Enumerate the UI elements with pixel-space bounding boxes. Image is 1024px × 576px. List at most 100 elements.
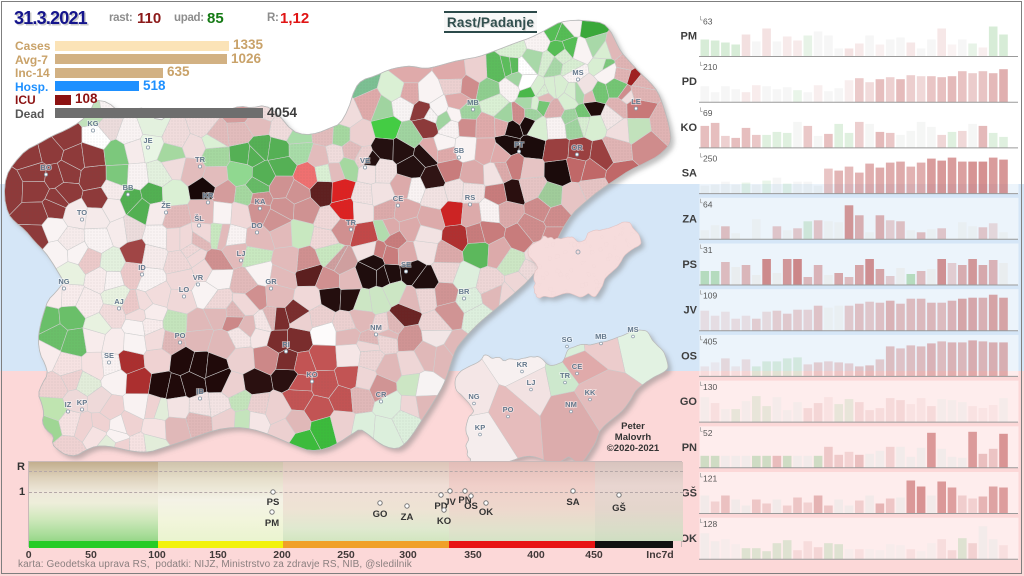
svg-text:250: 250 [703, 154, 717, 164]
svg-text:OK: OK [479, 507, 493, 518]
svg-text:0: 0 [26, 549, 32, 561]
svg-text:63: 63 [703, 17, 713, 27]
svg-text:NG: NG [58, 277, 69, 286]
svg-text:GO: GO [680, 396, 698, 408]
svg-text:KO: KO [306, 370, 317, 379]
svg-text:PN: PN [682, 442, 697, 454]
svg-text:OK: OK [681, 533, 698, 545]
svg-text:KO: KO [437, 516, 451, 527]
svg-text:SB: SB [454, 146, 465, 155]
svg-text:MS: MS [572, 68, 583, 77]
svg-text:405: 405 [703, 336, 717, 346]
svg-text:PM: PM [265, 518, 279, 529]
svg-text:CR: CR [376, 390, 387, 399]
svg-text:SG: SG [562, 335, 573, 344]
svg-text:LJ: LJ [237, 249, 246, 258]
svg-text:RS: RS [465, 193, 475, 202]
svg-text:TO: TO [77, 208, 87, 217]
svg-text:Inc7d: Inc7d [646, 549, 673, 561]
svg-text:SA: SA [566, 497, 579, 508]
svg-text:200: 200 [273, 549, 291, 561]
svg-text:PT: PT [514, 140, 524, 149]
svg-text:109: 109 [703, 291, 717, 301]
svg-text:PD: PD [434, 501, 447, 512]
svg-text:MS: MS [627, 325, 638, 334]
svg-text:LE: LE [631, 97, 641, 106]
svg-text:128: 128 [703, 519, 717, 529]
svg-text:IZ: IZ [65, 400, 72, 409]
svg-text:GŠ: GŠ [681, 487, 697, 500]
svg-text:130: 130 [703, 382, 717, 392]
svg-text:ID: ID [138, 263, 146, 272]
svg-text:PN: PN [458, 495, 471, 506]
svg-text:PD: PD [682, 76, 697, 88]
svg-text:JV: JV [684, 305, 698, 317]
svg-text:KK: KK [585, 388, 596, 397]
svg-text:MB: MB [467, 98, 479, 107]
svg-text:©2020-2021: ©2020-2021 [607, 443, 660, 454]
svg-text:SE: SE [104, 351, 114, 360]
svg-text:Malovrh: Malovrh [615, 432, 652, 443]
svg-text:KP: KP [77, 398, 87, 407]
svg-text:BB: BB [123, 183, 134, 192]
svg-text:KO: KO [681, 122, 698, 134]
svg-text:31: 31 [703, 245, 713, 255]
svg-text:TR: TR [195, 155, 206, 164]
svg-text:CE: CE [572, 362, 582, 371]
svg-text:OS: OS [681, 350, 697, 362]
svg-text:MB: MB [595, 332, 607, 341]
svg-text:TR: TR [346, 218, 357, 227]
svg-text:ZA: ZA [401, 512, 414, 523]
svg-text:PS: PS [682, 259, 697, 271]
svg-text:300: 300 [399, 549, 417, 561]
svg-text:ZA: ZA [682, 213, 697, 225]
svg-text:NG: NG [468, 392, 479, 401]
svg-text:PO: PO [175, 331, 186, 340]
svg-text:DO: DO [251, 221, 262, 230]
svg-text:IB: IB [196, 387, 204, 396]
svg-text:JE: JE [143, 136, 152, 145]
svg-text:121: 121 [703, 474, 717, 484]
svg-text:69: 69 [703, 108, 713, 118]
svg-text:350: 350 [464, 549, 482, 561]
svg-text:100: 100 [148, 549, 166, 561]
svg-text:150: 150 [209, 549, 227, 561]
svg-text:TR: TR [560, 371, 571, 380]
svg-text:400: 400 [527, 549, 545, 561]
svg-text:RI: RI [282, 340, 290, 349]
svg-text:CE: CE [393, 194, 403, 203]
svg-text:210: 210 [703, 62, 717, 72]
svg-text:AJ: AJ [114, 297, 124, 306]
svg-text:64: 64 [703, 199, 713, 209]
svg-text:VE: VE [360, 156, 370, 165]
svg-text:JV: JV [444, 497, 456, 508]
svg-text:BR: BR [459, 287, 470, 296]
svg-text:OS: OS [464, 501, 478, 512]
svg-text:250: 250 [337, 549, 355, 561]
svg-text:SE: SE [401, 260, 411, 269]
svg-text:VR: VR [193, 273, 204, 282]
svg-text:PM: PM [681, 31, 698, 43]
svg-text:GR: GR [265, 277, 277, 286]
svg-text:LO: LO [179, 285, 190, 294]
svg-text:KP: KP [475, 423, 485, 432]
svg-text:450: 450 [585, 549, 603, 561]
svg-text:SA: SA [682, 168, 697, 180]
svg-text:LJ: LJ [527, 378, 536, 387]
svg-text:50: 50 [85, 549, 97, 561]
svg-text:GŠ: GŠ [612, 502, 626, 514]
svg-text:OR: OR [571, 143, 583, 152]
svg-text:PS: PS [267, 497, 280, 508]
svg-text:NM: NM [565, 400, 577, 409]
svg-text:PO: PO [503, 405, 514, 414]
svg-text:ŠL: ŠL [194, 214, 204, 223]
svg-text:KR: KR [203, 191, 214, 200]
svg-text:NM: NM [370, 323, 382, 332]
svg-text:BO: BO [40, 163, 51, 172]
svg-text:KR: KR [517, 360, 528, 369]
svg-text:ŽE: ŽE [161, 201, 171, 210]
svg-text:52: 52 [703, 428, 713, 438]
svg-text:GO: GO [373, 509, 388, 520]
svg-text:KA: KA [255, 197, 266, 206]
svg-text:KG: KG [87, 119, 98, 128]
